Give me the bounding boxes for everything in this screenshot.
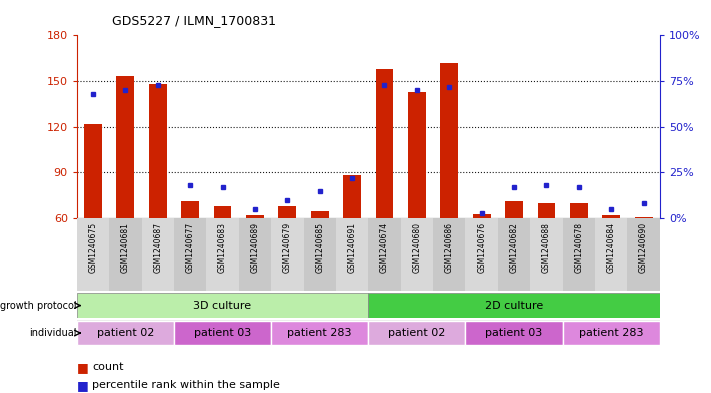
Text: GSM1240688: GSM1240688 [542, 222, 551, 273]
Bar [336, 218, 368, 291]
Bar [530, 218, 562, 291]
Bar [570, 203, 588, 218]
Text: patient 03: patient 03 [194, 328, 251, 338]
Text: ■: ■ [77, 378, 89, 392]
Text: ■: ■ [77, 361, 89, 374]
Text: percentile rank within the sample: percentile rank within the sample [92, 380, 280, 390]
Text: GSM1240680: GSM1240680 [412, 222, 422, 273]
Text: patient 02: patient 02 [388, 328, 446, 338]
Bar [304, 218, 336, 291]
Bar [433, 218, 466, 291]
Bar [343, 175, 361, 218]
Bar [174, 218, 206, 291]
Text: count: count [92, 362, 124, 373]
Bar [109, 218, 141, 291]
Bar [246, 215, 264, 218]
Text: GSM1240679: GSM1240679 [283, 222, 292, 273]
Bar [311, 211, 328, 218]
Bar [562, 218, 595, 291]
Bar [117, 77, 134, 218]
Text: GSM1240684: GSM1240684 [606, 222, 616, 273]
Bar [473, 213, 491, 218]
Bar [174, 321, 271, 345]
Bar [84, 124, 102, 218]
Bar [271, 321, 368, 345]
Text: patient 283: patient 283 [287, 328, 352, 338]
Text: GSM1240675: GSM1240675 [88, 222, 97, 273]
Text: GSM1240689: GSM1240689 [250, 222, 260, 273]
Text: GSM1240685: GSM1240685 [315, 222, 324, 273]
Bar [635, 217, 653, 218]
Text: 3D culture: 3D culture [193, 301, 252, 310]
Text: GSM1240687: GSM1240687 [154, 222, 162, 273]
Text: 2D culture: 2D culture [485, 301, 543, 310]
Bar [141, 218, 174, 291]
Bar [401, 218, 433, 291]
Text: GSM1240682: GSM1240682 [510, 222, 518, 273]
Bar [279, 206, 296, 218]
Text: GSM1240681: GSM1240681 [121, 222, 130, 273]
Bar [505, 201, 523, 218]
Bar [271, 218, 304, 291]
Bar [149, 84, 166, 218]
Text: GSM1240676: GSM1240676 [477, 222, 486, 273]
Bar [498, 218, 530, 291]
Text: GSM1240674: GSM1240674 [380, 222, 389, 273]
Bar [206, 218, 239, 291]
Text: GSM1240683: GSM1240683 [218, 222, 227, 273]
Bar [77, 293, 368, 318]
Text: individual: individual [28, 328, 76, 338]
Text: patient 283: patient 283 [579, 328, 643, 338]
Bar [440, 63, 458, 218]
Bar [368, 218, 401, 291]
Text: GDS5227 / ILMN_1700831: GDS5227 / ILMN_1700831 [112, 15, 277, 28]
Text: GSM1240690: GSM1240690 [639, 222, 648, 273]
Bar [213, 206, 232, 218]
Bar [595, 218, 627, 291]
Text: GSM1240686: GSM1240686 [445, 222, 454, 273]
Text: GSM1240677: GSM1240677 [186, 222, 195, 273]
Bar [562, 321, 660, 345]
Bar [181, 201, 199, 218]
Bar [375, 69, 393, 218]
Bar [239, 218, 271, 291]
Bar [368, 293, 660, 318]
Text: patient 03: patient 03 [486, 328, 542, 338]
Bar [408, 92, 426, 218]
Text: GSM1240678: GSM1240678 [574, 222, 583, 273]
Bar [77, 218, 109, 291]
Bar [466, 218, 498, 291]
Text: GSM1240691: GSM1240691 [348, 222, 357, 273]
Bar [627, 218, 660, 291]
Text: growth protocol: growth protocol [0, 301, 76, 310]
Bar [77, 321, 174, 345]
Text: patient 02: patient 02 [97, 328, 154, 338]
Bar [466, 321, 562, 345]
Bar [368, 321, 466, 345]
Bar [538, 203, 555, 218]
Bar [602, 215, 620, 218]
